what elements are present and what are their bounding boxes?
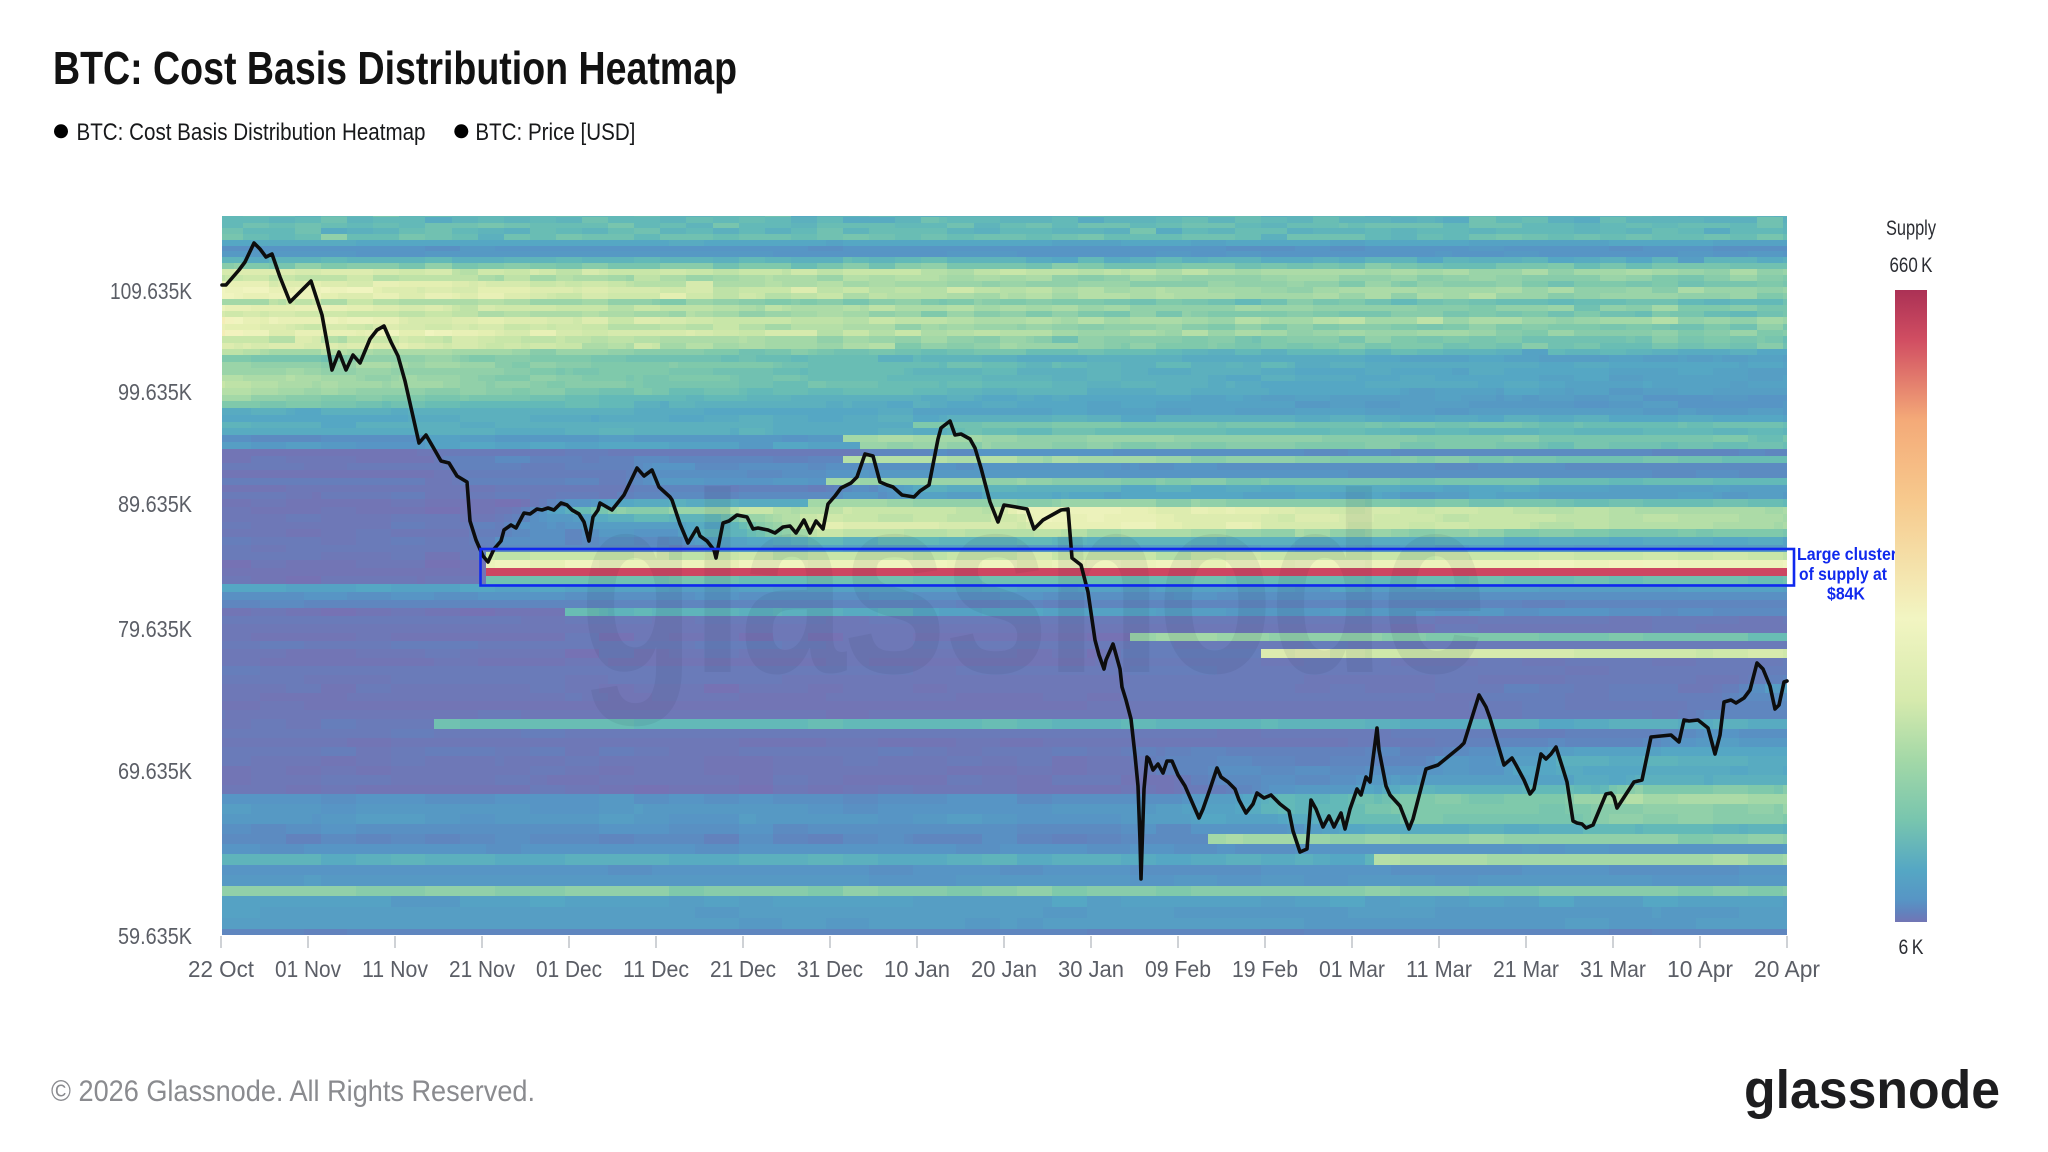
svg-text:10 Apr: 10 Apr — [1667, 956, 1733, 982]
svg-text:660 K: 660 K — [1890, 253, 1934, 277]
svg-text:BTC: Cost Basis Distribution H: BTC: Cost Basis Distribution Heatmap — [53, 42, 737, 94]
svg-text:Large cluster: Large cluster — [1797, 544, 1897, 564]
svg-text:59.635K: 59.635K — [118, 923, 192, 949]
svg-text:01 Mar: 01 Mar — [1319, 956, 1385, 982]
svg-text:of supply at: of supply at — [1799, 564, 1887, 584]
svg-text:Supply: Supply — [1886, 216, 1936, 240]
svg-text:10 Jan: 10 Jan — [884, 956, 950, 982]
svg-text:20 Jan: 20 Jan — [971, 956, 1037, 982]
svg-text:6 K: 6 K — [1899, 935, 1925, 959]
svg-text:21 Nov: 21 Nov — [449, 956, 515, 982]
svg-text:19 Feb: 19 Feb — [1232, 956, 1298, 982]
svg-text:31 Mar: 31 Mar — [1580, 956, 1646, 982]
svg-text:21 Mar: 21 Mar — [1493, 956, 1559, 982]
svg-text:09 Feb: 09 Feb — [1145, 956, 1211, 982]
svg-text:20 Apr: 20 Apr — [1754, 956, 1820, 982]
svg-text:30 Jan: 30 Jan — [1058, 956, 1124, 982]
svg-text:11 Nov: 11 Nov — [362, 956, 428, 982]
svg-text:22 Oct: 22 Oct — [188, 956, 254, 982]
svg-text:© 2026 Glassnode. All Rights R: © 2026 Glassnode. All Rights Reserved. — [51, 1075, 535, 1108]
svg-text:21 Dec: 21 Dec — [710, 956, 776, 982]
svg-text:89.635K: 89.635K — [118, 491, 192, 517]
svg-text:BTC: Cost Basis Distribution H: BTC: Cost Basis Distribution Heatmap — [77, 119, 426, 146]
svg-text:BTC: Price [USD]: BTC: Price [USD] — [475, 119, 635, 146]
svg-text:$84K: $84K — [1827, 584, 1865, 604]
svg-text:11 Dec: 11 Dec — [623, 956, 689, 982]
svg-text:glassnode: glassnode — [579, 440, 1483, 726]
svg-text:31 Dec: 31 Dec — [797, 956, 863, 982]
svg-text:109.635K: 109.635K — [110, 278, 192, 304]
svg-text:99.635K: 99.635K — [118, 379, 192, 405]
svg-text:11 Mar: 11 Mar — [1406, 956, 1472, 982]
svg-text:79.635K: 79.635K — [118, 616, 192, 642]
svg-text:01 Dec: 01 Dec — [536, 956, 602, 982]
svg-text:01 Nov: 01 Nov — [275, 956, 341, 982]
svg-text:69.635K: 69.635K — [118, 758, 192, 784]
svg-text:glassnode: glassnode — [1744, 1060, 2000, 1120]
